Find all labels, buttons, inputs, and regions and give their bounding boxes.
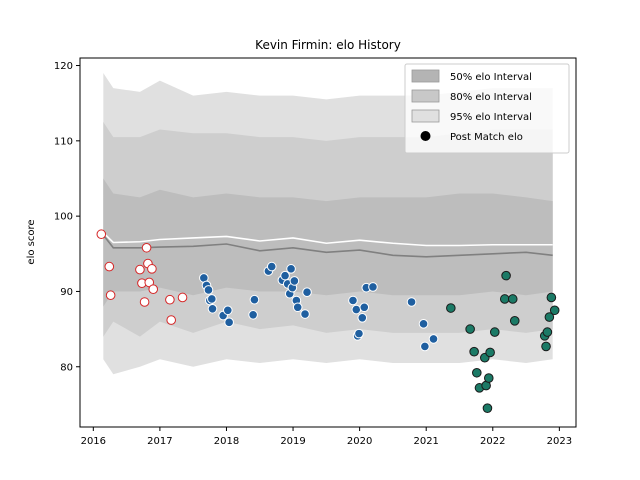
series-2-points [199, 261, 439, 352]
data-point [223, 305, 233, 316]
data-point [141, 242, 152, 253]
data-point [135, 264, 145, 275]
x-tick-label: 2021 [413, 436, 438, 447]
data-point [266, 261, 277, 272]
data-point [286, 264, 296, 274]
data-point [292, 302, 303, 313]
axis-ticks: 2016 2017 2018 2019 2020 2021 2022 2023 80 90 100 1… [54, 61, 572, 447]
data-point [546, 292, 557, 303]
data-point [105, 290, 116, 301]
data-point [249, 294, 260, 305]
legend-label: Post Match elo [450, 132, 523, 143]
data-point [368, 282, 378, 292]
legend-swatch [411, 89, 440, 103]
legend-marker [420, 131, 431, 141]
legend-swatch [411, 69, 440, 83]
data-point [406, 297, 417, 307]
data-point [165, 294, 175, 305]
data-point [469, 346, 479, 357]
chart-title: Kevin Firmin: elo History [255, 38, 401, 52]
data-point [207, 303, 218, 314]
data-point [465, 324, 475, 334]
y-tick-label: 120 [54, 61, 73, 72]
x-tick-label: 2020 [347, 436, 372, 447]
data-point [289, 276, 300, 286]
x-tick-label: 2016 [81, 436, 106, 447]
data-point [489, 327, 500, 337]
data-point [354, 328, 364, 339]
data-point [544, 312, 555, 322]
legend-swatch [411, 109, 440, 123]
y-tick-label: 100 [54, 212, 73, 223]
data-point [472, 367, 482, 378]
series-1-points [96, 229, 188, 325]
series-3-points [446, 270, 560, 413]
data-point [147, 264, 157, 274]
legend-label: 80% elo Interval [450, 92, 532, 103]
legend-label: 95% elo Interval [450, 112, 532, 123]
data-point [418, 319, 429, 329]
data-point [104, 261, 115, 272]
x-tick-label: 2017 [147, 436, 172, 447]
data-point [351, 304, 362, 315]
legend: 50% elo Interval 80% elo Interval 95% elo … [404, 63, 570, 154]
data-point [357, 313, 368, 323]
data-point [302, 287, 312, 298]
data-point [139, 297, 150, 307]
data-point [148, 284, 159, 294]
data-point [203, 285, 214, 295]
data-point [549, 305, 560, 316]
data-point [509, 316, 520, 326]
y-tick-label: 80 [60, 362, 73, 373]
data-point [428, 334, 439, 344]
legend-entry: 95% elo Interval [411, 109, 532, 123]
y-tick-label: 110 [54, 136, 73, 147]
y-tick-label: 90 [60, 287, 73, 298]
data-point [177, 292, 188, 303]
legend-entry: Post Match elo [420, 131, 523, 143]
data-point [482, 403, 493, 413]
data-point [485, 347, 495, 358]
data-point [359, 302, 370, 313]
x-tick-label: 2019 [280, 436, 305, 447]
y-axis-label: elo score [26, 219, 37, 264]
legend-entry: 50% elo Interval [411, 69, 532, 83]
legend-frame [404, 63, 570, 154]
data-point [248, 309, 258, 320]
data-point [542, 327, 553, 337]
data-point [166, 315, 177, 325]
data-point [224, 317, 234, 328]
x-tick-label: 2023 [547, 436, 572, 447]
data-point [507, 294, 518, 304]
data-point [446, 303, 456, 313]
data-point [348, 295, 358, 306]
x-tick-label: 2018 [214, 436, 239, 447]
x-tick-label: 2022 [480, 436, 505, 447]
data-point [499, 294, 510, 304]
data-point [541, 341, 551, 352]
data-point [207, 294, 217, 304]
data-point [501, 270, 511, 281]
plot-frame [79, 57, 577, 428]
mean-line [102, 232, 553, 247]
data-point [96, 229, 107, 240]
data-point [420, 341, 430, 352]
legend-entry: 80% elo Interval [411, 89, 532, 103]
legend-label: 50% elo Interval [450, 72, 532, 83]
data-point [300, 309, 310, 319]
data-point [483, 373, 494, 383]
